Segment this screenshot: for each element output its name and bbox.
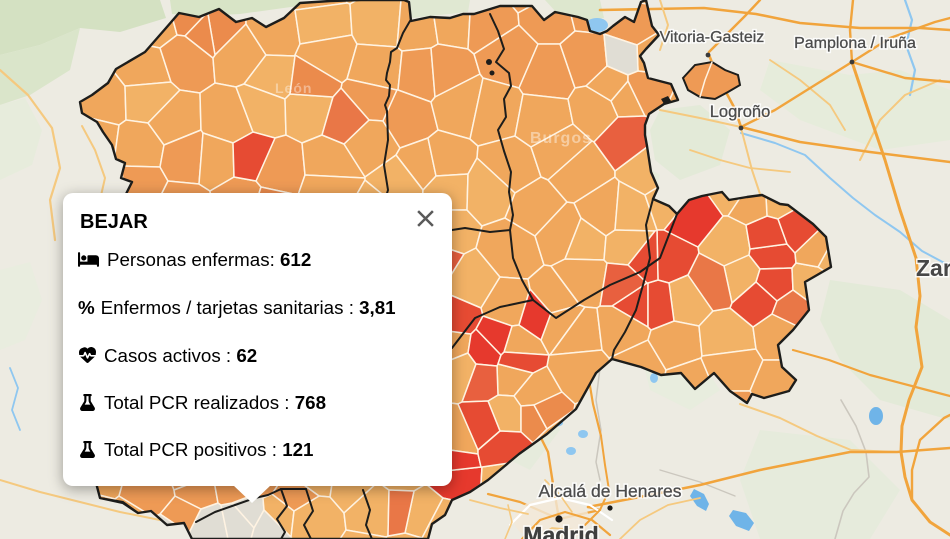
svg-text:Zara: Zara [916,255,950,281]
svg-text:Pamplona / Iruña: Pamplona / Iruña [794,35,916,52]
svg-text:Pamplona / Iruña: Pamplona / Iruña [794,35,916,52]
svg-text:Logroño: Logroño [710,103,771,121]
svg-text:Zara: Zara [916,255,950,281]
svg-text:León: León [275,80,312,96]
svg-text:Madrid: Madrid [523,522,598,539]
svg-text:Alcalá de Henares: Alcalá de Henares [539,481,682,501]
svg-text:Vitoria-Gasteiz: Vitoria-Gasteiz [660,29,765,46]
svg-text:Logroño: Logroño [710,103,771,121]
svg-text:Vitoria-Gasteiz: Vitoria-Gasteiz [660,29,765,46]
svg-text:Madrid: Madrid [523,522,598,539]
svg-text:Alcalá de Henares: Alcalá de Henares [539,481,682,501]
svg-text:Burgos: Burgos [530,130,592,147]
